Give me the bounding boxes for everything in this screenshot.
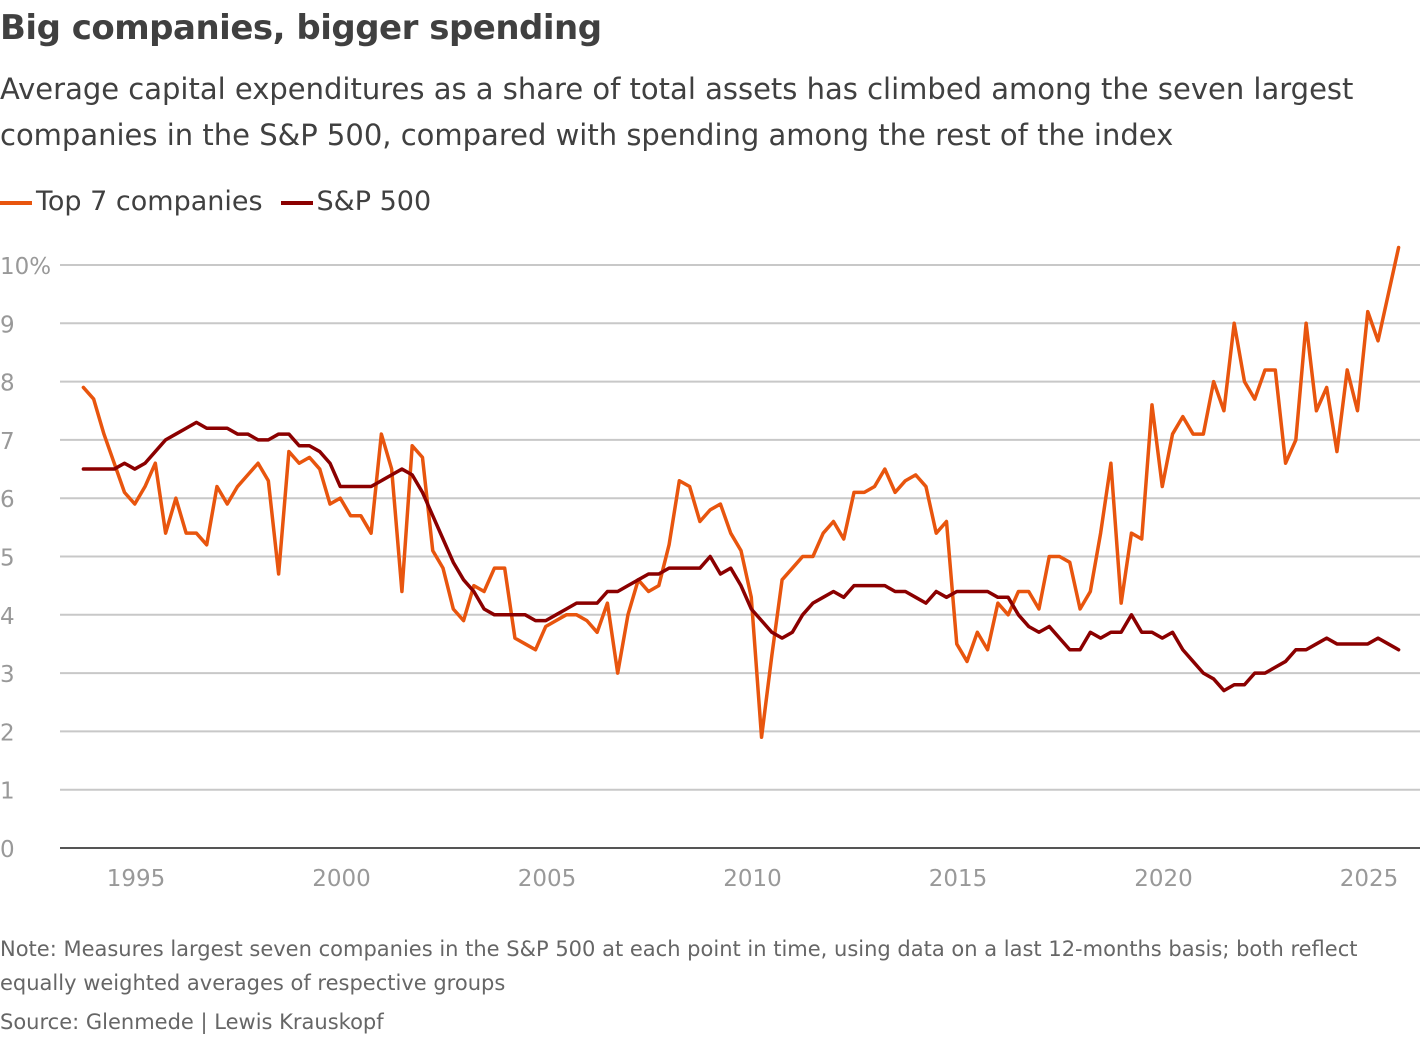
chart-title: Big companies, bigger spending (0, 8, 602, 48)
x-tick-label: 2005 (518, 866, 577, 892)
line-chart: 0 1 2 3 4 5 6 7 8 9 10% 1995 2000 2005 2010 2015 2020 202… (0, 245, 1420, 892)
x-tick-label: 2010 (723, 866, 782, 892)
y-tick-label: 7 (0, 429, 15, 455)
y-tick-label: 1 (0, 779, 15, 805)
y-tick-label: 4 (0, 604, 15, 630)
legend-item-sp500: S&P 500 (280, 186, 432, 217)
chart-source: Source: Glenmede | Lewis Krauskopf (0, 1010, 384, 1034)
x-tick-label: 2000 (312, 866, 371, 892)
legend-label: S&P 500 (316, 186, 432, 217)
y-tick-label: 10% (0, 254, 51, 280)
series-line-top7 (81, 245, 1401, 739)
x-tick-label: 2015 (929, 866, 988, 892)
x-tick-label: 1995 (107, 866, 166, 892)
legend-label: Top 7 companies (36, 186, 263, 217)
legend-item-top7: Top 7 companies (0, 186, 263, 217)
y-tick-label: 6 (0, 487, 15, 513)
legend: Top 7 companies S&P 500 (0, 186, 431, 217)
x-tick-label: 2020 (1134, 866, 1193, 892)
legend-swatch (0, 200, 32, 205)
series-line-sp500 (81, 420, 1401, 693)
y-tick-label: 8 (0, 371, 15, 397)
x-tick-label: 2025 (1340, 866, 1399, 892)
y-tick-label: 0 (0, 837, 15, 863)
y-tick-label: 3 (0, 662, 15, 688)
y-tick-label: 9 (0, 312, 15, 338)
y-tick-label: 5 (0, 546, 15, 572)
legend-swatch (280, 200, 313, 205)
chart-note: Note: Measures largest seven companies i… (0, 937, 1358, 995)
chart-subtitle: Average capital expenditures as a share … (0, 72, 1354, 152)
y-tick-label: 2 (0, 720, 15, 746)
